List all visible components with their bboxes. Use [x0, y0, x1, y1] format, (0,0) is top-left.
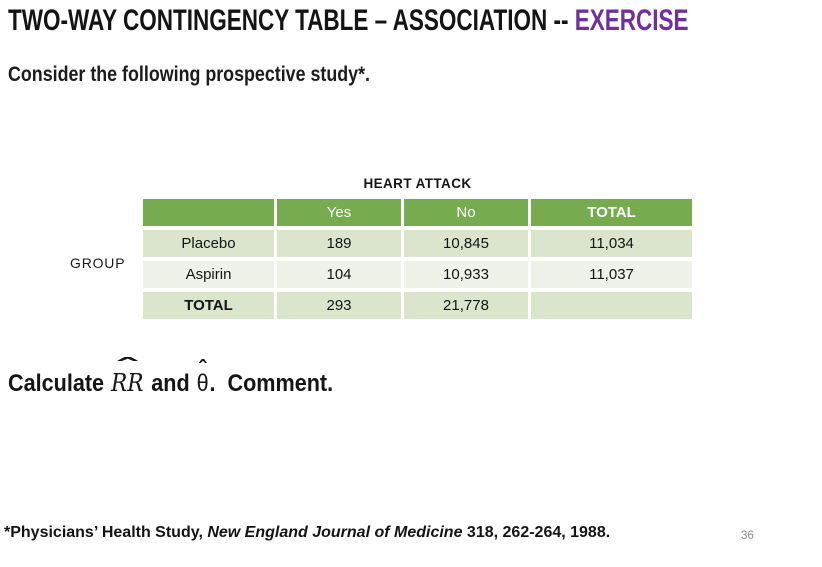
row-label-total: TOTAL	[143, 292, 274, 319]
hat-icon: ˆ	[198, 355, 207, 383]
table-side-label: GROUP	[70, 255, 126, 271]
footnote-post: , 262-264, 1988.	[493, 524, 611, 541]
cell-aspirin-total: 11,037	[531, 261, 692, 288]
cell-aspirin-no: 10,933	[404, 261, 528, 288]
journal-name: New England Journal of Medicine	[207, 524, 463, 541]
header-cell-total: TOTAL	[531, 199, 692, 226]
page-title: TWO-WAY CONTINGENCY TABLE – ASSOCIATION …	[8, 4, 688, 38]
exercise-instruction: Calculate ˆ RR and ˆ θ. Comment.	[8, 355, 334, 398]
cell-placebo-yes: 189	[277, 230, 401, 257]
row-label-placebo: Placebo	[143, 230, 274, 257]
row-label-aspirin: Aspirin	[143, 261, 274, 288]
cell-placebo-no: 10,845	[404, 230, 528, 257]
theta-letter: θ	[196, 370, 209, 397]
footnote-pre: *Physicians’ Health Study,	[4, 524, 208, 541]
page-number: 36	[741, 530, 754, 542]
cell-total-yes: 293	[277, 292, 401, 319]
widehat-icon: ˆ	[117, 353, 137, 381]
table-top-label: HEART ATTACK	[363, 176, 472, 191]
title-main: TWO-WAY CONTINGENCY TABLE – ASSOCIATION …	[8, 4, 575, 37]
cell-placebo-total: 11,034	[531, 230, 692, 257]
cell-total-empty	[531, 292, 692, 319]
subtitle: Consider the following prospective study…	[8, 63, 371, 86]
footnote: *Physicians’ Health Study, New England J…	[4, 524, 610, 542]
calc-suffix: . Comment.	[209, 370, 334, 397]
calc-and: and	[145, 370, 196, 397]
header-cell-yes: Yes	[277, 199, 401, 226]
cell-total-no: 21,778	[404, 292, 528, 319]
cell-aspirin-yes: 104	[277, 261, 401, 288]
contingency-table: Yes No TOTAL Placebo 189 10,845 11,034 A…	[143, 199, 692, 319]
journal-volume: 318	[466, 524, 494, 541]
title-highlight: EXERCISE	[574, 4, 689, 37]
header-cell-no: No	[404, 199, 528, 226]
calc-prefix: Calculate	[8, 370, 111, 397]
rr-hat-symbol: ˆ RR	[110, 355, 144, 397]
rr-letters: RR	[110, 369, 144, 397]
header-cell-empty	[143, 199, 274, 226]
